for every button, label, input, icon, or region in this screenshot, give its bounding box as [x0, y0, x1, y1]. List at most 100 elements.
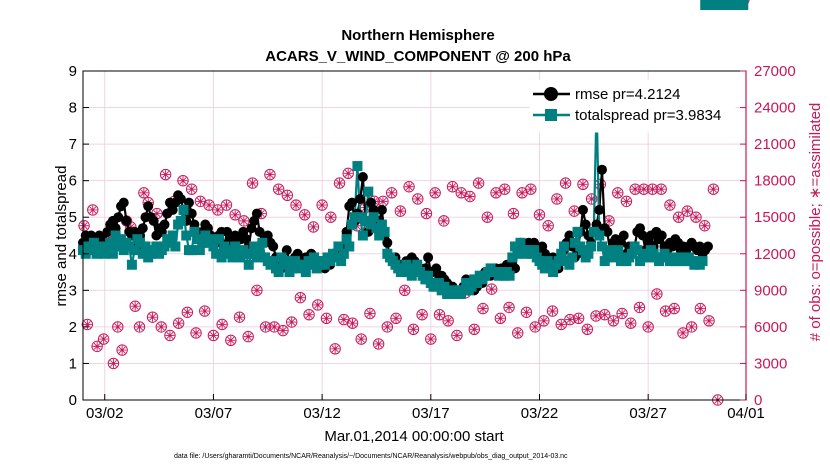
totalspread-point [510, 241, 521, 252]
rmse-point [143, 201, 154, 212]
obs-possible-marker [538, 315, 550, 327]
obs-possible-marker [364, 307, 376, 320]
totalspread-point [308, 252, 319, 263]
obs-possible-marker [464, 190, 476, 203]
obs-assimilated-marker [248, 178, 258, 188]
obs-point [651, 288, 663, 300]
obs-point [625, 317, 637, 329]
obs-possible-marker [159, 168, 172, 181]
totalspread-point [368, 212, 379, 223]
obs-assimilated-marker [356, 334, 366, 344]
totalspread-point [360, 215, 371, 226]
totalspread-point [159, 241, 170, 252]
obs-assimilated-marker [339, 315, 349, 325]
totalspread-point [439, 281, 450, 292]
obs-possible-marker [520, 306, 533, 318]
y-tick-label-right: 24000 [754, 100, 796, 117]
obs-possible-marker [299, 209, 311, 221]
totalspread-point [613, 245, 624, 256]
x-tick-label: 03/17 [412, 405, 450, 422]
obs-possible-marker [303, 309, 315, 321]
obs-possible-marker [625, 317, 637, 329]
obs-possible-marker [512, 327, 524, 339]
obs-point [233, 311, 246, 323]
obs-possible-marker [307, 221, 320, 233]
obs-point [225, 334, 237, 346]
obs-possible-marker [703, 315, 715, 327]
y-tick-label-right: 0 [754, 392, 762, 409]
rmse-point [113, 212, 124, 223]
obs-possible-marker [290, 199, 302, 211]
obs-point [394, 205, 407, 217]
obs-possible-marker [412, 193, 424, 205]
totalspread-point [140, 241, 151, 252]
obs-possible-marker [620, 195, 633, 208]
obs-possible-marker [677, 327, 689, 339]
obs-assimilated-marker [187, 184, 197, 194]
totalspread-point [341, 234, 352, 245]
obs-assimilated-marker [626, 318, 636, 328]
y-tick-label: 6 [69, 173, 77, 190]
obs-assimilated-marker [287, 317, 297, 327]
totalspread-point [545, 259, 556, 270]
obs-assimilated-marker [526, 184, 536, 194]
totalspread-point [268, 256, 279, 267]
obs-assimilated-marker [421, 209, 431, 219]
totalspread-point [135, 237, 146, 248]
obs-point [546, 305, 559, 317]
obs-point [285, 316, 298, 328]
obs-point [499, 183, 511, 195]
x-axis-label: Mar.01,2014 00:00:00 start [324, 428, 504, 445]
obs-assimilated-marker [674, 212, 684, 222]
obs-possible-marker [429, 187, 441, 199]
obs-point [177, 174, 189, 187]
obs-point [512, 327, 524, 339]
obs-assimilated-marker [539, 316, 549, 326]
obs-point [329, 343, 341, 355]
obs-point [87, 204, 99, 216]
obs-point [633, 301, 646, 314]
totalspread-point [466, 281, 477, 292]
obs-assimilated-marker [195, 196, 205, 206]
obs-possible-marker [507, 207, 520, 220]
chart-title: Northern Hemisphere [341, 27, 494, 44]
obs-point [668, 302, 680, 315]
totalspread-point [110, 230, 121, 241]
totalspread-point [243, 259, 254, 270]
obs-point [433, 309, 446, 321]
x-axis: 03/02 03/07 03/12 03/17 03/22 03/27 04/01 [86, 394, 765, 422]
obs-assimilated-marker [139, 188, 149, 198]
obs-point [129, 300, 141, 312]
obs-point [642, 321, 654, 333]
obs-assimilated-marker [643, 322, 653, 332]
obs-assimilated-marker [387, 188, 397, 198]
obs-possible-marker [668, 302, 680, 315]
totalspread-point [558, 241, 569, 252]
obs-point [146, 311, 159, 323]
obs-assimilated-marker [508, 209, 518, 219]
x-tick-label: 04/01 [727, 405, 765, 422]
totalspread-point [86, 245, 97, 256]
obs-assimilated-marker [235, 312, 245, 322]
x-tick-label: 03/02 [86, 405, 124, 422]
obs-assimilated-marker [182, 307, 192, 317]
rmse-point [186, 208, 197, 219]
obs-point [294, 291, 307, 304]
obs-possible-marker [485, 283, 498, 295]
rmse-point [423, 252, 434, 263]
obs-point [551, 193, 563, 205]
obs-assimilated-marker [487, 284, 497, 294]
rmse-point [347, 197, 358, 208]
y-tick-label: 1 [69, 355, 77, 372]
totalspread-point [458, 285, 469, 296]
obs-assimilated-marker [148, 312, 158, 322]
obs-point [468, 323, 480, 336]
totalspread-point [471, 278, 482, 289]
totalspread-point [105, 237, 116, 248]
obs-point [116, 344, 128, 356]
obs-possible-marker [694, 302, 707, 315]
totalspread-point [515, 237, 526, 248]
y-tick-label-right: 21000 [754, 136, 796, 153]
totalspread-point [697, 256, 708, 267]
obs-assimilated-marker [92, 341, 102, 351]
